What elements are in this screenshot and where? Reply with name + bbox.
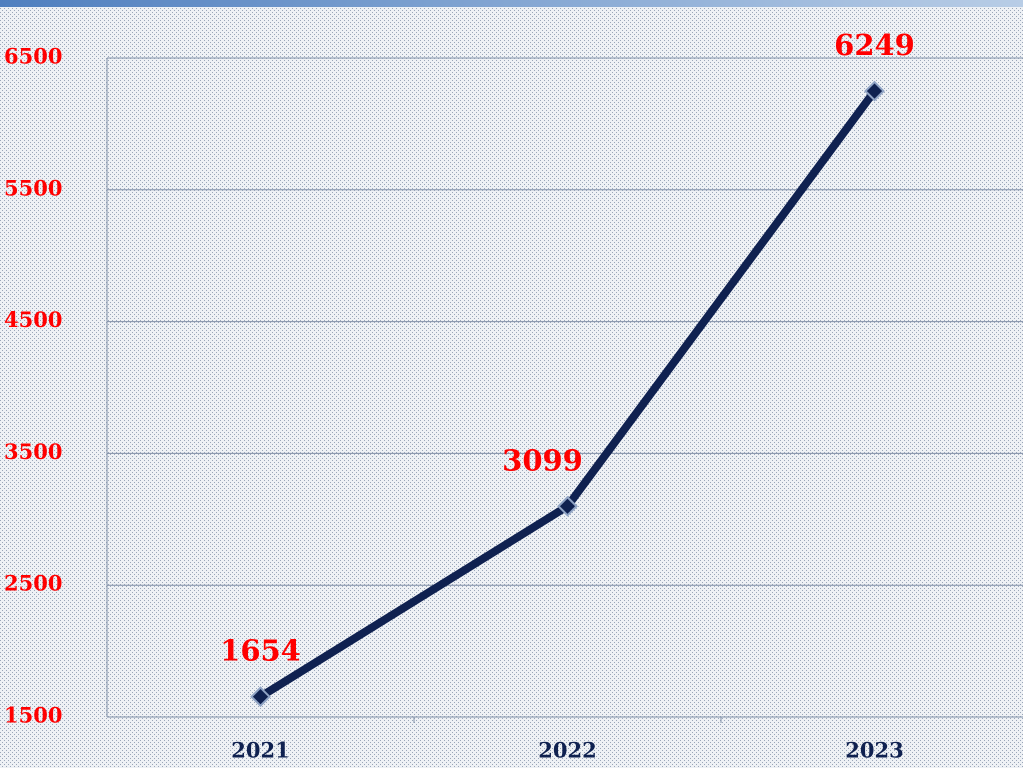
y-tick-label: 3500: [4, 439, 62, 464]
x-tick-label: 2023: [845, 738, 903, 763]
y-tick-label: 6500: [4, 44, 62, 69]
x-tick-label: 2021: [231, 738, 289, 763]
x-tick-label: 2022: [538, 738, 596, 763]
top-bar: [0, 0, 1023, 7]
data-label: 1654: [220, 634, 301, 668]
marker: [557, 495, 578, 517]
data-label: 3099: [502, 443, 583, 477]
y-tick-label: 4500: [4, 307, 62, 332]
y-tick-label: 2500: [4, 571, 62, 596]
y-tick-label: 5500: [4, 175, 62, 200]
y-tick-label: 1500: [4, 703, 62, 728]
marker: [864, 80, 885, 102]
marker: [250, 686, 271, 708]
data-label: 6249: [834, 28, 915, 62]
